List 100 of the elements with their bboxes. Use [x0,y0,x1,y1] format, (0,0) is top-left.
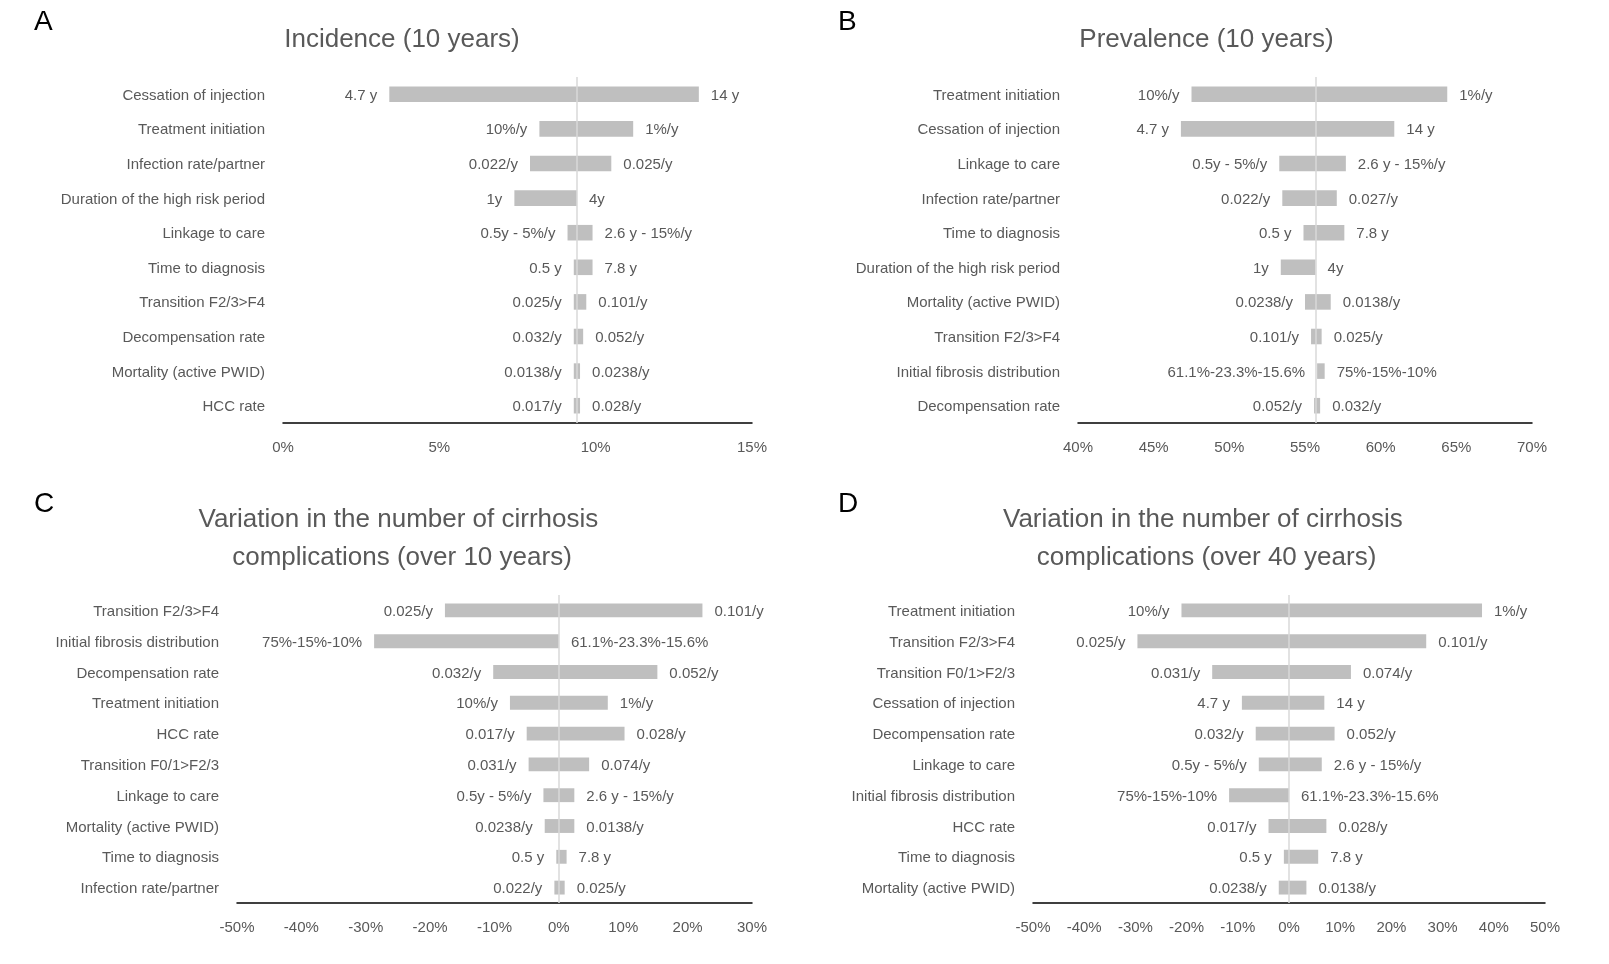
x-tick-label: -50% [1015,918,1051,935]
annotation: 0.5 y [1239,848,1273,866]
annotation: 0.022/y [1221,189,1271,207]
annotation: 0.074/y [1362,663,1413,681]
y-tick-label: Treatment initiation [887,601,1015,619]
x-tick-label: 20% [672,918,703,935]
annotation: 0.0138/y [504,362,563,380]
x-tick-label: 0% [1278,918,1300,935]
x-tick-label: -40% [283,918,319,935]
x-tick-label: 10% [608,918,639,935]
annotation: 0.101/y [1249,328,1300,345]
y-tick-label: Infection rate/partner [126,155,265,172]
annotation: 0.022/y [468,155,519,172]
annotation: 0.028/y [1338,817,1389,835]
y-tick-label: Mortality (active PWID) [861,879,1015,897]
annotation: 0.101/y [1438,632,1488,650]
x-tick-label: 20% [1376,918,1407,935]
y-tick-label: Time to diagnosis [898,848,1015,866]
y-tick-label: Infection rate/partner [80,879,219,897]
x-tick-label: -30% [1117,918,1153,935]
x-tick-label: 10% [1325,918,1356,935]
annotation: 61.1%-23.3%-15.6% [1167,362,1306,380]
y-tick-label: HCC rate [202,397,265,415]
y-tick-label: Treatment initiation [91,694,219,712]
annotation: 0.025/y [1333,328,1384,345]
y-tick-label: Cessation of injection [872,694,1015,712]
y-tick-label: HCC rate [952,817,1015,835]
x-tick-label: 55% [1289,438,1321,455]
annotation: 0.0238/y [592,362,651,380]
y-tick-label: Transition F0/1>F2/3 [80,755,219,773]
annotation: 0.101/y [598,293,648,311]
annotation: 7.8 y [578,848,612,866]
x-tick-label: 50% [1529,918,1561,935]
x-tick-label: 40% [1062,438,1094,455]
x-tick-label: 5% [428,438,451,455]
annotation: 0.027/y [1348,189,1399,207]
y-tick-label: Transition F2/3>F4 [934,328,1060,345]
x-tick-label: 0% [272,438,294,455]
annotation: 0.025/y [623,155,673,172]
annotation: 0.025/y [512,293,563,311]
annotation: 1%/y [619,694,654,712]
text: A [34,4,53,36]
y-tick-label: Transition F0/1>F2/3 [876,663,1015,681]
bar [1317,363,1325,379]
y-tick-label: Infection rate/partner [921,189,1060,207]
bar [389,86,699,103]
y-tick-label: Transition F2/3>F4 [889,632,1015,650]
text: C [34,486,55,518]
annotation: 1%/y [1459,85,1494,103]
bar [1280,259,1316,276]
y-tick-label: Time to diagnosis [102,848,219,866]
y-tick-label: Mortality (active PWID) [65,817,219,835]
x-tick-label: 15% [736,438,768,455]
x-tick-label: -20% [1169,918,1205,935]
bar [509,695,608,710]
annotation: 0.5y - 5%/y [480,224,557,242]
annotation: 0.052/y [1346,725,1397,743]
annotation: 0.025/y [1076,632,1126,650]
annotation: 0.074/y [601,755,651,773]
annotation: 0.0238/y [1235,293,1294,311]
bar [1258,757,1322,772]
y-tick-label: Linkage to care [116,786,219,804]
bar [1282,190,1337,206]
chart-title: Prevalence (10 years) [1079,23,1334,53]
y-tick-label: Decompensation rate [872,725,1015,743]
x-tick-label: 30% [1427,918,1458,935]
y-tick-label: HCC rate [156,725,219,743]
x-tick-label: -10% [1220,918,1256,935]
annotation: 0.025/y [576,879,627,897]
y-tick-label: Decompensation rate [122,328,265,345]
bar [539,121,634,137]
y-tick-label: Duration of the high risk period [60,189,265,207]
annotation: 2.6 y - 15%/y [586,786,675,804]
y-tick-label: Cessation of injection [122,85,265,103]
annotation: 1%/y [1494,601,1528,619]
y-tick-label: Transition F2/3>F4 [139,293,265,311]
bar [526,726,625,741]
y-tick-label: Treatment initiation [137,120,265,138]
annotation: 4y [588,189,606,207]
annotation: 0.028/y [636,725,687,743]
annotation: 0.032/y [431,663,482,681]
annotation: 4.7 y [344,85,378,103]
annotation: 1y [486,189,503,207]
bar [1137,634,1427,649]
annotation: 7.8 y [1356,224,1390,242]
bar [444,603,703,618]
annotation: 0.5 y [529,258,563,276]
annotation: 0.017/y [1207,817,1258,835]
x-tick-label: 65% [1441,438,1472,455]
annotation: 14 y [1336,694,1366,712]
y-tick-label: Treatment initiation [932,85,1060,103]
annotation: 2.6 y - 15%/y [1333,755,1422,773]
y-tick-label: Initial fibrosis distribution [896,362,1060,380]
bar [374,634,559,649]
chart-title: Incidence (10 years) [284,23,520,53]
annotation: 0.5y - 5%/y [1192,155,1268,172]
annotation: 0.017/y [512,397,563,415]
x-tick-label: 60% [1365,438,1396,455]
annotation: 0.022/y [493,879,543,897]
x-tick-label: 10% [580,438,611,455]
